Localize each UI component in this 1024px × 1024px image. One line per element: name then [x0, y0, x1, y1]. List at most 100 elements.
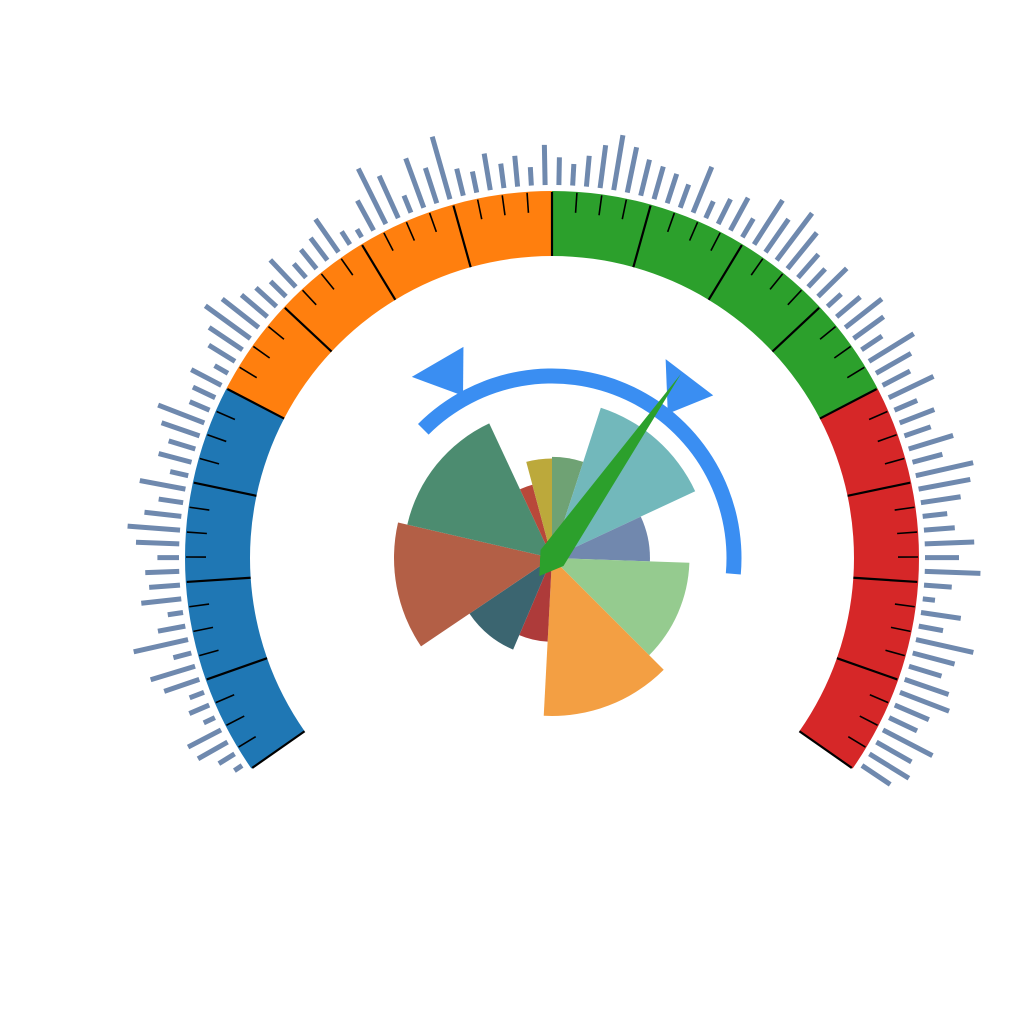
major-tick — [771, 307, 820, 353]
target-arc — [411, 346, 742, 575]
major-tick — [707, 244, 743, 301]
major-tick — [853, 576, 918, 584]
minor-tick — [476, 199, 483, 220]
outer-bar — [796, 252, 821, 280]
outer-bar — [875, 739, 913, 765]
gauge-band-2 — [226, 191, 552, 419]
outer-bar — [834, 295, 862, 319]
outer-bar — [188, 702, 211, 716]
major-tick — [251, 730, 306, 769]
major-tick — [798, 730, 853, 769]
minor-tick — [894, 603, 915, 608]
outer-bar — [202, 715, 216, 726]
outer-bar — [356, 167, 389, 226]
outer-bar — [852, 314, 886, 341]
minor-tick — [894, 506, 915, 511]
outer-bar — [167, 610, 184, 618]
outer-bar — [664, 173, 680, 205]
minor-tick — [868, 410, 888, 421]
outer-bar — [922, 511, 948, 519]
outer-bar — [498, 163, 507, 189]
outer-bar — [157, 402, 206, 426]
outer-bar — [740, 217, 756, 239]
outer-bar — [920, 610, 962, 621]
outer-bar — [611, 134, 626, 191]
rose-sector-3 — [552, 516, 650, 562]
outer-bar — [923, 582, 952, 590]
outer-bar — [908, 663, 943, 679]
major-tick — [819, 388, 878, 420]
minor-tick — [897, 531, 918, 535]
outer-bar — [715, 198, 733, 226]
outer-bar — [806, 267, 827, 289]
major-tick — [206, 657, 268, 681]
outer-bar — [774, 211, 815, 262]
outer-bar — [918, 476, 971, 492]
outer-bar — [186, 727, 223, 750]
outer-bar — [651, 165, 666, 200]
outer-bar — [157, 623, 186, 634]
outer-bar — [339, 230, 353, 246]
outer-bar — [751, 198, 785, 246]
minor-tick — [216, 410, 236, 421]
outer-bar — [907, 433, 954, 452]
rose-sector-7 — [469, 558, 552, 650]
outer-bar — [188, 689, 205, 701]
outer-bar — [196, 739, 229, 762]
outer-bar — [213, 363, 230, 376]
rose-sector-10 — [519, 484, 552, 558]
outer-bar — [597, 144, 609, 189]
outer-bar — [888, 715, 919, 734]
rose-sector-8 — [394, 522, 552, 647]
major-tick — [226, 388, 285, 420]
outer-bars — [127, 134, 981, 787]
minor-tick — [199, 649, 219, 657]
major-tick — [186, 576, 251, 584]
outer-bar — [874, 351, 913, 376]
gauge-ticks — [185, 192, 919, 769]
outer-bar — [157, 451, 193, 465]
minor-tick — [301, 289, 317, 306]
outer-bar — [677, 183, 692, 209]
outer-bar — [825, 292, 843, 309]
outer-bar — [903, 676, 950, 697]
outer-bar — [469, 171, 480, 194]
minor-tick — [405, 221, 416, 241]
minor-tick — [846, 366, 865, 379]
major-tick — [452, 205, 472, 268]
minor-tick — [598, 195, 603, 216]
target-band — [418, 368, 742, 575]
outer-bar — [376, 174, 401, 220]
outer-bar — [728, 196, 751, 232]
rose-sector-9 — [407, 423, 552, 558]
outer-bar — [915, 460, 974, 479]
outer-bar — [624, 146, 640, 194]
outer-bar — [291, 262, 308, 280]
outer-bar — [127, 523, 181, 533]
outer-bar — [220, 296, 261, 330]
outer-bar — [868, 751, 911, 781]
minor-tick — [320, 273, 335, 290]
outer-bar — [481, 153, 493, 191]
outer-bar — [893, 702, 930, 722]
outer-bar — [308, 236, 330, 262]
outer-bar — [887, 374, 935, 400]
rose-sector-4 — [552, 558, 690, 656]
outer-bar — [881, 368, 912, 388]
outer-bar — [422, 167, 440, 205]
minor-tick — [710, 232, 721, 252]
outer-bar — [169, 469, 189, 479]
outer-bar — [429, 136, 453, 200]
outer-bar — [145, 568, 180, 576]
outer-bar — [512, 155, 521, 187]
outer-bar — [893, 398, 919, 413]
outer-bar — [355, 199, 376, 232]
outer-bar — [527, 166, 534, 186]
minor-tick — [226, 715, 245, 726]
outer-bar — [167, 438, 197, 452]
minor-tick — [885, 649, 905, 657]
outer-bar — [139, 478, 186, 492]
outer-bar — [556, 157, 562, 186]
minor-tick — [621, 199, 628, 220]
